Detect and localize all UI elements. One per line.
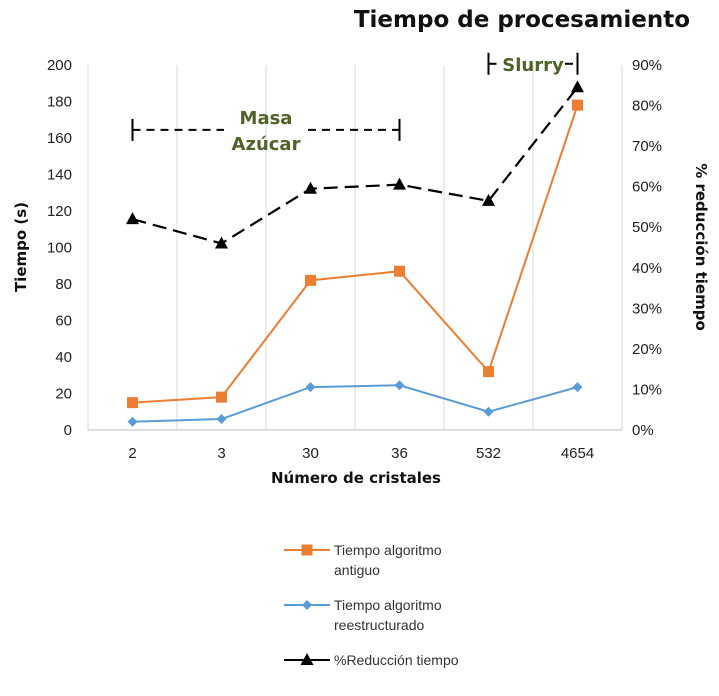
- annotation-label: Azúcar: [232, 134, 301, 155]
- data-point: [305, 382, 316, 393]
- series-2: [127, 380, 583, 427]
- legend-item: %Reducción tiempo: [284, 652, 459, 668]
- legend-swatch-marker: [302, 600, 312, 610]
- x-axis-ticks: 2 3 30 36 532 4654: [128, 445, 594, 462]
- x-tick-label: 2: [128, 445, 136, 462]
- left-tick-label: 100: [47, 240, 72, 257]
- legend-item: Tiempo algoritmo antiguo: [284, 542, 442, 578]
- data-point: [393, 177, 406, 190]
- legend-label: %Reducción tiempo: [334, 652, 459, 668]
- chart-title: Tiempo de procesamiento: [354, 7, 690, 33]
- left-tick-label: 80: [55, 276, 72, 293]
- y2-axis-label: % reducción tiempo: [692, 163, 710, 331]
- right-axis-ticks: 0% 10% 20% 30% 40% 50% 60% 70% 80% 90%: [632, 57, 662, 439]
- left-tick-label: 180: [47, 94, 72, 111]
- left-axis-ticks: 0 20 40 60 80 100 120 140 160 180 200: [47, 57, 72, 439]
- data-point: [483, 406, 494, 417]
- right-tick-label: 60%: [632, 179, 662, 196]
- right-tick-label: 50%: [632, 219, 662, 236]
- series-line: [132, 384, 578, 423]
- right-tick-label: 80%: [632, 98, 662, 115]
- x-axis-label: Número de cristales: [271, 469, 441, 487]
- left-tick-label: 20: [55, 386, 72, 403]
- legend: Tiempo algoritmo antiguo Tiempo algoritmo r…: [284, 542, 459, 668]
- x-tick-label: 36: [391, 445, 408, 462]
- y-axis-label: Tiempo (s): [12, 202, 30, 292]
- series-3: [126, 80, 584, 249]
- data-point: [215, 236, 228, 249]
- x-tick-label: 532: [476, 445, 501, 462]
- legend-label: reestructurado: [334, 617, 424, 633]
- right-tick-label: 30%: [632, 300, 662, 317]
- legend-swatch-marker: [300, 653, 314, 665]
- vertical-grid: [87, 65, 623, 430]
- series-line: [132, 86, 579, 245]
- series-layer: [126, 80, 584, 427]
- legend-label: Tiempo algoritmo: [334, 542, 442, 558]
- data-point: [572, 99, 583, 111]
- right-tick-label: 10%: [632, 381, 662, 398]
- data-point: [304, 181, 317, 194]
- x-tick-label: 4654: [561, 445, 594, 462]
- data-point: [482, 193, 495, 206]
- left-tick-label: 160: [47, 130, 72, 147]
- left-tick-label: 0: [64, 422, 72, 439]
- right-tick-label: 70%: [632, 138, 662, 155]
- data-point: [127, 416, 138, 427]
- x-tick-label: 3: [217, 445, 225, 462]
- data-point: [305, 274, 316, 286]
- data-point: [394, 380, 405, 391]
- annotation-label: Masa: [240, 108, 293, 129]
- left-tick-label: 120: [47, 203, 72, 220]
- left-tick-label: 140: [47, 167, 72, 184]
- legend-label: antiguo: [334, 562, 380, 578]
- data-point: [127, 397, 138, 409]
- data-point: [572, 382, 583, 393]
- right-tick-label: 40%: [632, 260, 662, 277]
- left-tick-label: 200: [47, 57, 72, 74]
- annotations: Masa Azúcar Slurry: [131, 52, 579, 155]
- right-tick-label: 0%: [632, 422, 654, 439]
- left-tick-label: 60: [55, 313, 72, 330]
- data-point: [394, 265, 405, 277]
- data-point: [483, 366, 494, 378]
- left-tick-label: 40: [55, 349, 72, 366]
- x-tick-label: 30: [302, 445, 319, 462]
- legend-item: Tiempo algoritmo reestructurado: [284, 597, 442, 633]
- data-point: [571, 80, 584, 93]
- series-line: [132, 104, 579, 404]
- annotation-label: Slurry: [502, 55, 564, 76]
- legend-swatch-marker: [301, 544, 313, 556]
- data-point: [126, 212, 139, 225]
- right-tick-label: 90%: [632, 57, 662, 74]
- legend-label: Tiempo algoritmo: [334, 597, 442, 613]
- data-point: [216, 391, 227, 403]
- series-1: [127, 99, 583, 409]
- right-tick-label: 20%: [632, 341, 662, 358]
- data-point: [216, 414, 227, 425]
